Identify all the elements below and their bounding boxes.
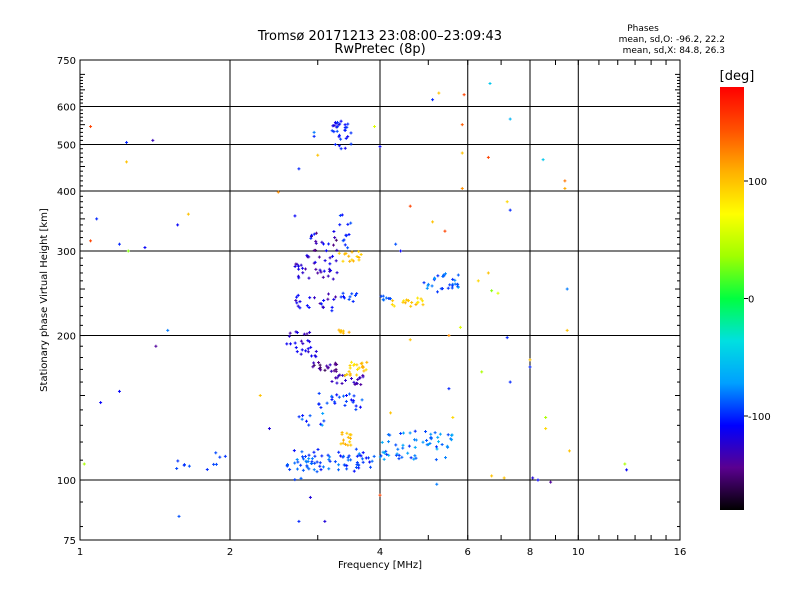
y-tick-label: 500 — [57, 141, 76, 152]
colorbar — [720, 87, 744, 510]
plot-grid — [80, 60, 680, 540]
y-tick-label: 100 — [57, 476, 76, 487]
phase-box-title: Phases — [627, 24, 659, 34]
x-tick-label: 2 — [227, 547, 233, 558]
y-tick-label: 300 — [57, 247, 76, 258]
x-tick-label: 10 — [572, 547, 585, 558]
x-tick-label: 1 — [77, 547, 83, 558]
y-tick-label: 400 — [57, 187, 76, 198]
x-axis-label: Frequency [MHz] — [338, 560, 422, 571]
y-tick-label: 750 — [57, 56, 76, 67]
x-tick-label: 16 — [674, 547, 687, 558]
data-points — [82, 82, 629, 523]
chart-subtitle: RwPretec (8p) — [334, 42, 425, 57]
colorbar-tick-label: -100 — [748, 412, 771, 423]
y-axis-label: Stationary phase Virtual Height [km] — [39, 208, 50, 392]
x-tick-label: 6 — [465, 547, 471, 558]
colorbar-label: [deg] — [720, 69, 755, 84]
y-axis-ticks: 75 100 200 300 400 500 600 750 — [57, 56, 680, 547]
x-tick-label: 4 — [377, 547, 383, 558]
x-tick-label: 8 — [527, 547, 533, 558]
y-tick-label: 75 — [63, 536, 76, 547]
y-tick-label: 200 — [57, 332, 76, 343]
chart-title: Tromsø 20171213 23:08:00–23:09:43 — [257, 29, 502, 44]
colorbar-ticks: 100 0 -100 — [744, 177, 771, 423]
phase-box-x-mode: mean, sd,X: 84.8, 26.3 — [623, 46, 725, 56]
colorbar-tick-label: 100 — [748, 177, 767, 188]
y-tick-label: 600 — [57, 103, 76, 114]
phase-box-o-mode: mean, sd,O: -96.2, 22.2 — [619, 35, 725, 45]
colorbar-tick-label: 0 — [748, 295, 754, 306]
x-axis-ticks: 1 2 4 6 8 10 16 — [77, 60, 687, 558]
